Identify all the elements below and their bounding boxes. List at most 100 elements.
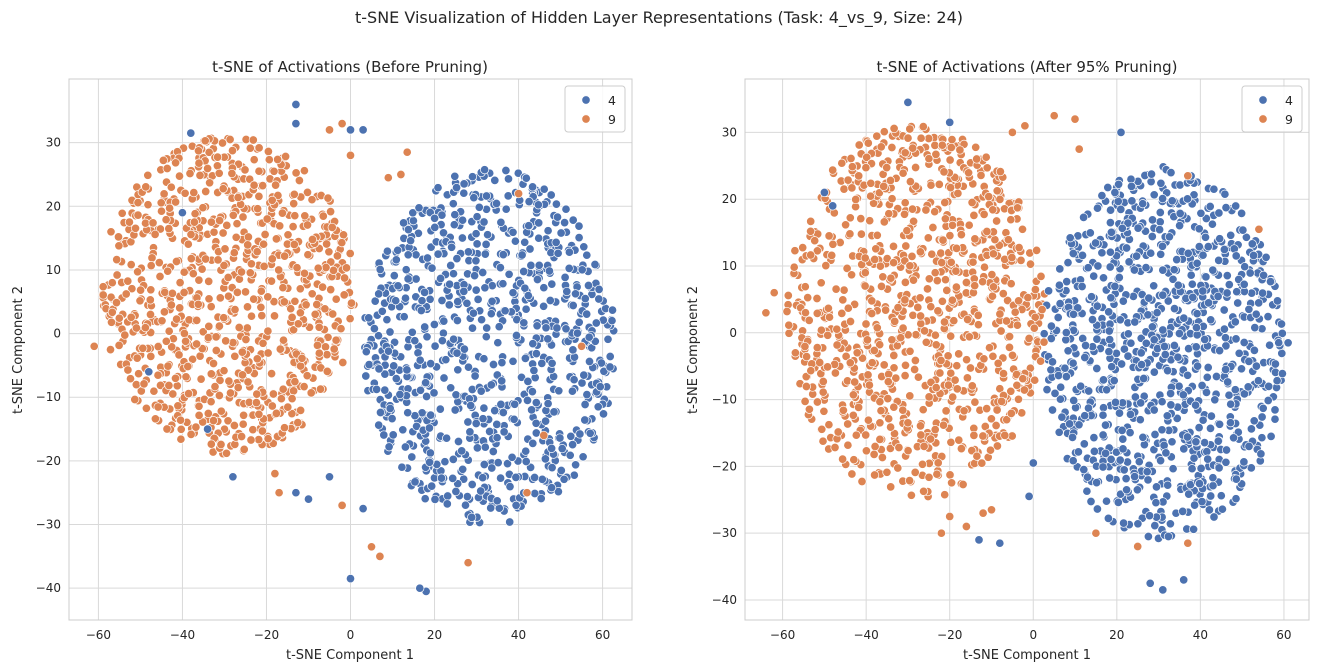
point-4-after [1155,207,1165,218]
point-4-after [1133,223,1143,233]
point-9-before [263,146,273,157]
point-4-before [481,191,492,201]
point-4-before [451,390,461,400]
point-4-before [430,494,440,504]
point-9-before [312,299,322,310]
point-9-before [176,415,186,425]
point-4-before [427,263,437,273]
point-4-after [1174,328,1184,339]
point-9-after [905,476,915,486]
point-9-before [331,294,341,304]
point-4-before [528,438,538,448]
point-9-after [964,332,974,342]
point-9-after [954,349,964,359]
point-4-after [1116,204,1126,214]
point-9-before [267,254,277,264]
point-9-after [973,310,983,320]
point-4-before [543,226,553,236]
point-4-before [478,267,488,278]
point-4-after [1133,519,1143,529]
point-9-after [926,434,936,444]
point-9-after [881,305,891,315]
point-9-before [279,297,289,307]
point-9-after [946,437,956,447]
point-4-before [570,289,581,299]
point-4-before [446,383,456,393]
x-tick-label-after: −20 [937,628,962,642]
point-9-after [804,404,814,414]
point-4-before [452,183,462,193]
point-4-after [1270,414,1280,424]
point-9-after [870,254,880,265]
point-9-before [172,381,182,391]
point-4-before [379,430,389,440]
point-9-after [882,163,892,173]
point-9-after [871,244,881,254]
point-4-after [1028,458,1038,468]
legend-after: 4 9 [1241,85,1303,133]
point-9-after [1000,430,1010,440]
point-9-before [245,268,255,278]
point-9-after [946,183,956,193]
point-9-after [970,234,980,244]
point-9-before [232,287,242,297]
point-9-after [784,320,794,330]
point-9-after [828,239,838,249]
point-4-before [508,356,518,366]
point-9-before [269,311,280,321]
point-4-after [1203,454,1213,464]
point-4-after [1213,291,1223,301]
point-9-after [995,194,1005,204]
point-9-after [1032,245,1042,255]
point-4-after [1169,265,1179,275]
point-9-before [143,170,153,180]
point-9-after [964,220,974,230]
point-4-before [453,297,463,307]
point-9-before [286,304,296,314]
x-tick-label-after: −60 [770,628,795,642]
point-9-after [1037,305,1047,315]
point-4-before [529,365,539,376]
point-9-after [1002,415,1012,425]
point-9-after [843,175,853,185]
point-9-after [945,511,955,522]
point-4-before [437,295,447,306]
point-9-before [237,347,247,357]
point-4-after [1179,444,1189,454]
point-9-after [1003,295,1013,306]
point-9-after [955,145,965,155]
point-9-after [887,335,897,345]
point-9-after [806,226,816,236]
point-4-after [1136,348,1146,358]
point-4-after [1157,397,1167,407]
point-9-after [972,451,982,461]
point-4-before [462,492,472,502]
point-9-before [214,321,224,331]
point-9-after [934,179,944,189]
point-9-after [937,140,947,150]
point-4-before [488,359,499,370]
point-4-before [436,473,447,483]
point-9-after [924,274,934,284]
point-9-after [972,154,982,164]
point-9-after [806,216,816,226]
point-9-after [789,262,799,272]
point-4-before [523,376,533,386]
point-4-after [1189,190,1199,200]
point-4-before [426,359,436,369]
point-9-before [183,239,193,249]
point-4-before [566,431,576,441]
point-9-before [112,270,122,280]
point-4-before [415,355,425,365]
legend-label-4-before: 4 [608,93,616,108]
point-9-before [233,192,243,203]
point-4-before [511,472,521,482]
point-9-before [190,209,200,219]
point-9-before [132,353,142,363]
point-9-after [932,276,942,286]
point-4-before [401,265,411,275]
point-9-before [402,147,412,157]
point-4-after [1103,513,1113,523]
point-9-before [300,211,310,221]
point-4-before [482,323,492,333]
